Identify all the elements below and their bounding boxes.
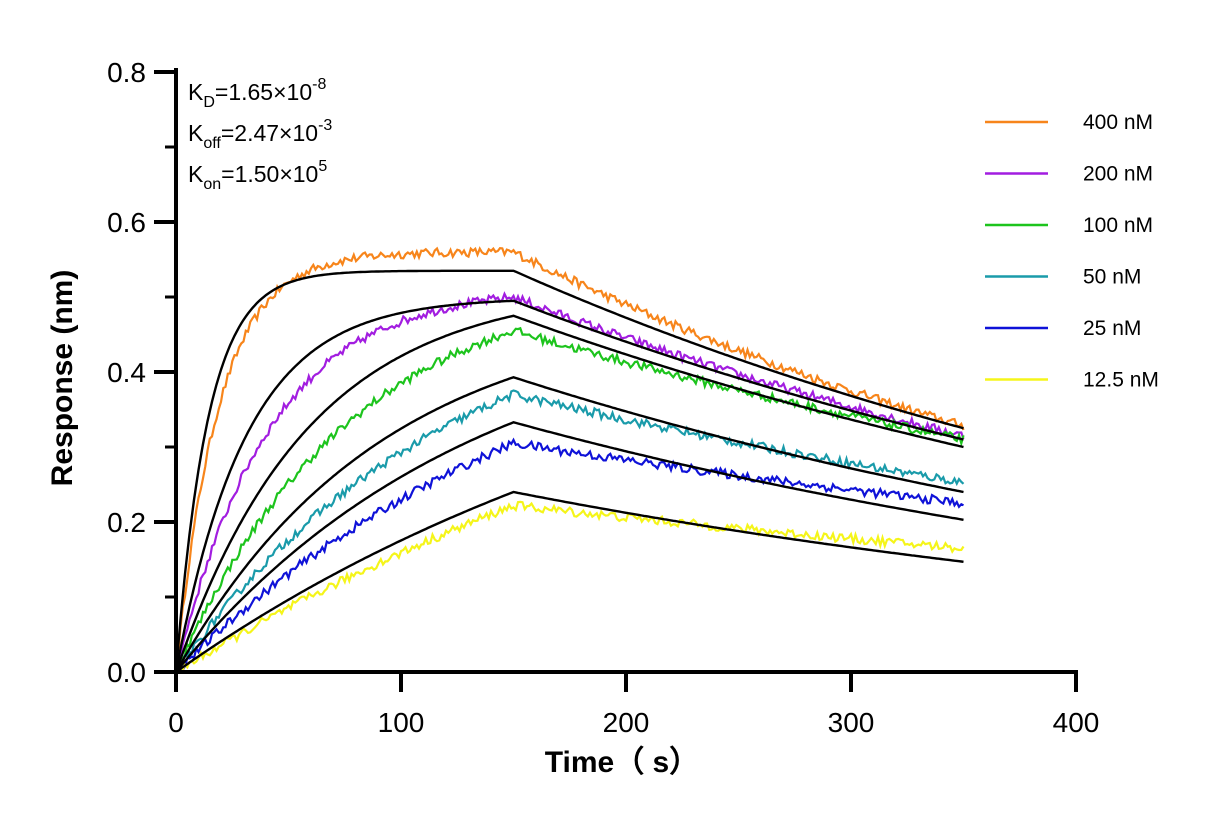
plot-area bbox=[174, 246, 965, 673]
data-line-0 bbox=[174, 246, 965, 673]
x-tick-label: 0 bbox=[168, 707, 184, 738]
data-line-2 bbox=[174, 326, 965, 673]
x-tick-label: 100 bbox=[378, 707, 425, 738]
legend-label: 25 nM bbox=[1083, 317, 1141, 340]
data-line-4 bbox=[174, 437, 964, 673]
y-tick-label: 0.0 bbox=[107, 657, 146, 688]
fit-line-4 bbox=[175, 421, 964, 673]
axes: 0 100 200 300 400 0.0 0.2 0.4 0.6 0.8 bbox=[107, 57, 1099, 738]
x-axis-title: Time（ s） bbox=[545, 745, 700, 779]
legend-label: 400 nM bbox=[1083, 111, 1153, 134]
y-axis-title: Response (nm) bbox=[46, 270, 79, 487]
y-tick-label: 0.4 bbox=[107, 357, 146, 388]
fit-line-5 bbox=[175, 490, 964, 673]
legend-label: 100 nM bbox=[1083, 214, 1153, 237]
kinetic-constants: KD=1.65×10-8 Koff=2.47×10-3 Kon=1.50×105 bbox=[188, 76, 332, 193]
kinetic-constant: Kon=1.50×105 bbox=[188, 158, 327, 193]
x-tick-label: 200 bbox=[603, 707, 650, 738]
fit-line-2 bbox=[174, 314, 964, 673]
kinetic-constant: Koff=2.47×10-3 bbox=[188, 117, 332, 152]
legend-label: 200 nM bbox=[1083, 163, 1153, 186]
fit-line-1 bbox=[174, 299, 964, 673]
legend-label: 50 nM bbox=[1083, 266, 1141, 289]
data-line-3 bbox=[174, 389, 965, 673]
y-tick-label: 0.8 bbox=[107, 57, 146, 88]
fit-line-0 bbox=[174, 269, 964, 673]
x-tick-label: 300 bbox=[828, 707, 875, 738]
y-tick-label: 0.6 bbox=[107, 207, 146, 238]
legend-label: 12.5 nM bbox=[1083, 369, 1159, 392]
y-tick-label: 0.2 bbox=[107, 507, 146, 538]
data-line-1 bbox=[174, 291, 965, 673]
kinetic-constant: KD=1.65×10-8 bbox=[188, 76, 326, 111]
x-tick-label: 400 bbox=[1053, 707, 1100, 738]
data-line-5 bbox=[174, 500, 965, 673]
fit-line-3 bbox=[174, 376, 964, 673]
legend: 400 nM 200 nM 100 nM 50 nM 25 nM 12.5 nM bbox=[985, 111, 1159, 392]
